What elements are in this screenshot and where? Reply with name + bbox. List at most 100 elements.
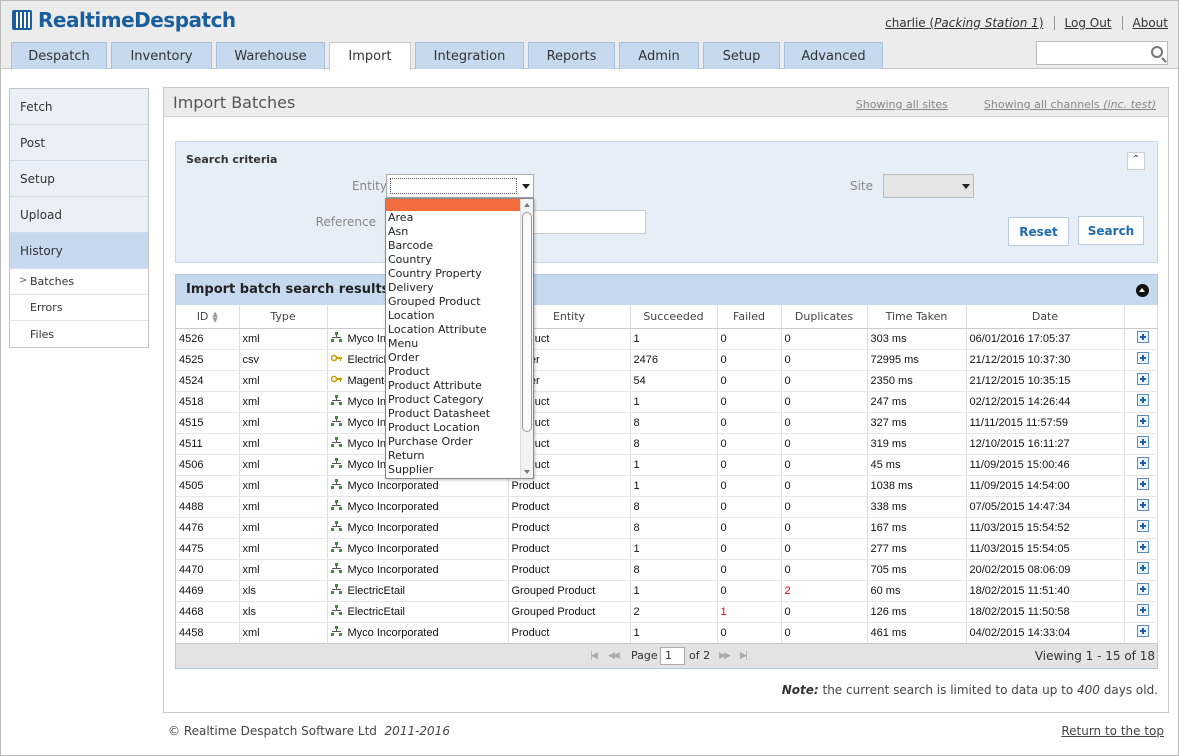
entity-option[interactable]: Menu <box>388 337 419 350</box>
expand-row-icon[interactable] <box>1136 394 1149 406</box>
channels-filter-link[interactable]: Showing all channels (inc. test) <box>966 98 1156 111</box>
col-failed[interactable]: Failed <box>717 305 782 329</box>
sidebar-item-post[interactable]: Post <box>10 125 148 161</box>
col-duplicates[interactable]: Duplicates <box>781 305 868 329</box>
scroll-thumb[interactable] <box>522 212 532 432</box>
table-row[interactable]: 4524xmlMagentoOrder54002350 ms21/12/2015… <box>176 370 1158 392</box>
tab-advanced[interactable]: Advanced <box>784 42 883 69</box>
table-row[interactable]: 4475 xml Myco Incorporated Product 1 0 0 277 ms… <box>176 538 1158 560</box>
entity-option[interactable]: Barcode <box>388 239 434 252</box>
entity-option[interactable]: Product Attribute <box>388 379 482 392</box>
sidebar-subitem-files[interactable]: Files <box>10 321 148 347</box>
collapse-results-icon[interactable] <box>1136 284 1149 297</box>
sidebar-subitem-batches[interactable]: Batches <box>10 269 148 295</box>
next-page-icon[interactable]: ▶▶ <box>719 651 731 661</box>
expand-row-icon[interactable] <box>1136 541 1149 553</box>
table-row[interactable]: 4468 xls ElectricEtail Grouped Product 2 1 0 12… <box>176 601 1158 623</box>
prev-page-icon[interactable]: ◀◀ <box>608 651 620 661</box>
first-page-icon[interactable]: |◀ <box>590 651 598 661</box>
reset-button[interactable]: Reset <box>1008 217 1069 246</box>
entity-option[interactable]: Country <box>388 253 432 266</box>
expand-row-icon[interactable] <box>1136 415 1149 427</box>
expand-row-icon[interactable] <box>1136 499 1149 511</box>
sidebar-item-upload[interactable]: Upload <box>10 197 148 233</box>
entity-option[interactable]: Purchase Order <box>388 435 473 448</box>
sidebar-item-setup[interactable]: Setup <box>10 161 148 197</box>
entity-option[interactable]: Grouped Product <box>388 295 481 308</box>
table-row[interactable]: 4525csvElectricEtailOrder24760072995 ms2… <box>176 349 1158 371</box>
table-row[interactable]: 4470 xml Myco Incorporated Product 8 0 0 705 ms… <box>176 559 1158 581</box>
global-search-input[interactable] <box>1036 41 1168 65</box>
entity-option[interactable]: Location <box>388 309 435 322</box>
entity-option[interactable]: Supplier <box>388 463 434 476</box>
entity-option[interactable]: Asn <box>388 225 409 238</box>
expand-row-icon[interactable] <box>1136 436 1149 448</box>
tab-reports[interactable]: Reports <box>528 42 615 69</box>
entity-option[interactable]: Country Property <box>388 267 482 280</box>
sites-filter-link[interactable]: Showing all sites <box>855 98 948 111</box>
expand-row-icon[interactable] <box>1136 520 1149 532</box>
expand-row-icon[interactable] <box>1136 604 1149 616</box>
table-row[interactable]: 4469 xls ElectricEtail Grouped Product 1 0 2 60… <box>176 580 1158 602</box>
tab-inventory[interactable]: Inventory <box>111 42 212 69</box>
table-row[interactable]: 4476 xml Myco Incorporated Product 8 0 0 167 ms… <box>176 517 1158 539</box>
page-number-input[interactable]: 1 <box>660 647 685 665</box>
site-select[interactable] <box>883 174 974 198</box>
expand-row-icon[interactable] <box>1136 373 1149 385</box>
table-row[interactable]: 4458 xml Myco Incorporated Product 1 0 0 461 ms… <box>176 622 1158 644</box>
col-time-taken[interactable]: Time Taken <box>867 305 967 329</box>
tab-import[interactable]: Import <box>329 42 411 70</box>
entity-option[interactable]: Product Location <box>388 421 480 434</box>
search-button[interactable]: Search <box>1078 216 1144 245</box>
return-to-top-link[interactable]: Return to the top <box>1061 724 1164 738</box>
col-date[interactable]: Date <box>966 305 1125 329</box>
last-page-icon[interactable]: ▶| <box>740 651 748 661</box>
logo[interactable]: RealtimeDespatch <box>12 8 236 32</box>
expand-row-icon[interactable] <box>1136 562 1149 574</box>
dropdown-scrollbar[interactable] <box>520 199 533 478</box>
expand-row-icon[interactable] <box>1136 625 1149 637</box>
scroll-up-icon[interactable] <box>524 203 530 207</box>
entity-option[interactable]: Location Attribute <box>388 323 487 336</box>
entity-option[interactable] <box>386 199 520 211</box>
tab-admin[interactable]: Admin <box>619 42 699 69</box>
user-link[interactable]: charlie (Packing Station 1) <box>885 16 1043 30</box>
table-row[interactable]: 4505 xml Myco Incorporated Product 1 0 0 1038 m… <box>176 475 1158 497</box>
tab-integration[interactable]: Integration <box>415 42 524 69</box>
entity-dropdown-list[interactable]: Area Asn Barcode Country Country Property Del… <box>385 198 534 479</box>
entity-select[interactable] <box>386 174 534 198</box>
entity-option[interactable]: Product Datasheet <box>388 407 491 420</box>
sidebar-item-fetch[interactable]: Fetch <box>10 89 148 125</box>
table-row[interactable]: 4488 xml Myco Incorporated Product 8 0 0 338 ms… <box>176 496 1158 518</box>
tab-despatch[interactable]: Despatch <box>11 42 107 69</box>
col-id[interactable]: ID ▲ ▼ <box>176 305 240 329</box>
entity-option[interactable]: Return <box>388 449 425 462</box>
col-entity[interactable]: Entity <box>508 305 631 329</box>
expand-row-icon[interactable] <box>1136 478 1149 490</box>
entity-option[interactable]: Product Category <box>388 393 484 406</box>
col-succeeded[interactable]: Succeeded <box>630 305 718 329</box>
tab-setup[interactable]: Setup <box>703 42 780 69</box>
entity-option[interactable]: Area <box>388 211 414 224</box>
expand-row-icon[interactable] <box>1136 457 1149 469</box>
entity-option[interactable]: Product <box>388 365 430 378</box>
entity-option[interactable]: Order <box>388 351 420 364</box>
tab-warehouse[interactable]: Warehouse <box>216 42 325 69</box>
search-icon[interactable] <box>1151 46 1163 58</box>
sidebar-item-history[interactable]: History <box>10 233 148 269</box>
scroll-down-icon[interactable] <box>524 470 530 474</box>
entity-option[interactable]: Delivery <box>388 281 434 294</box>
sidebar-subitem-errors[interactable]: Errors <box>10 295 148 321</box>
col-type[interactable]: Type <box>239 305 328 329</box>
expand-row-icon[interactable] <box>1136 331 1149 343</box>
about-link[interactable]: About <box>1132 16 1168 30</box>
logout-link[interactable]: Log Out <box>1064 16 1112 30</box>
collapse-icon[interactable]: ⌃ <box>1127 152 1145 170</box>
expand-row-icon[interactable] <box>1136 583 1149 595</box>
expand-row-icon[interactable] <box>1136 352 1149 364</box>
